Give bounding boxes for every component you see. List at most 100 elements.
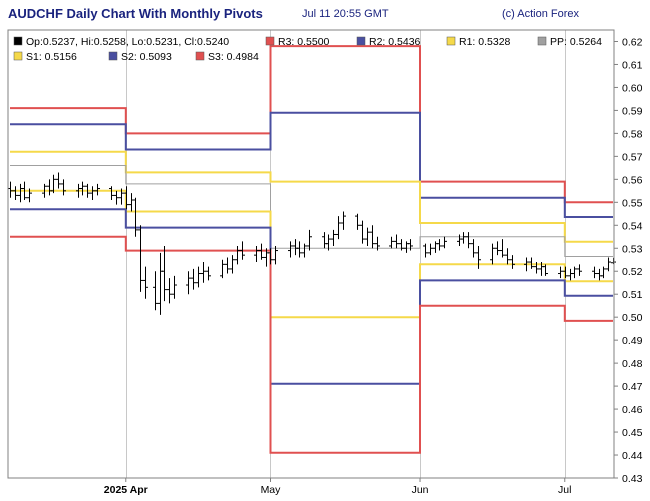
ohlc-bar bbox=[201, 262, 206, 283]
ohlc-bar bbox=[240, 241, 245, 260]
legend-item: R1: 0.5328 bbox=[446, 36, 511, 48]
legend-swatch bbox=[356, 36, 366, 46]
legend-swatch bbox=[108, 51, 118, 61]
ohlc-bar bbox=[235, 245, 240, 265]
legend-swatch bbox=[446, 36, 456, 46]
ohlc-bar bbox=[572, 266, 577, 279]
ohlc-bar bbox=[47, 179, 52, 196]
ohlc-bar bbox=[510, 255, 515, 269]
y-tick-label: 0.59 bbox=[622, 105, 643, 117]
ohlc-bar bbox=[360, 220, 365, 244]
ohlc-bar bbox=[162, 245, 167, 302]
legend-label: R2: 0.5436 bbox=[369, 36, 421, 48]
ohlc-bar bbox=[394, 234, 399, 249]
ohlc-bar bbox=[408, 239, 413, 251]
pivot-lines bbox=[10, 45, 613, 454]
pivot-line-r2 bbox=[10, 111, 613, 218]
ohlc-bar bbox=[601, 266, 606, 279]
ohlc-bar bbox=[273, 245, 278, 265]
ohlc-bar bbox=[22, 181, 27, 201]
ohlc-bar bbox=[365, 227, 370, 246]
x-tick-label: May bbox=[261, 484, 282, 496]
ohlc-bars bbox=[8, 172, 616, 315]
ohlc-bar bbox=[42, 183, 47, 198]
ohlc-bar bbox=[577, 264, 582, 276]
ohlc-bar bbox=[606, 257, 611, 272]
legend-item: S1: 0.5156 bbox=[13, 51, 77, 63]
y-tick-label: 0.46 bbox=[622, 404, 643, 416]
ohlc-bar bbox=[543, 264, 548, 276]
legend-label: R1: 0.5328 bbox=[459, 36, 511, 48]
legend-label: Op:0.5237, Hi:0.5258, Lo:0.5231, Cl:0.52… bbox=[26, 36, 229, 48]
legend-label: PP: 0.5264 bbox=[550, 36, 602, 48]
ohlc-bar bbox=[114, 190, 119, 205]
ohlc-bar bbox=[225, 257, 230, 274]
ohlc-bar bbox=[61, 179, 66, 196]
y-tick-label: 0.49 bbox=[622, 335, 643, 347]
ohlc-bar bbox=[597, 268, 602, 281]
ohlc-bar bbox=[288, 241, 293, 258]
legend-swatch bbox=[195, 51, 205, 61]
y-tick-label: 0.57 bbox=[622, 151, 643, 163]
y-tick-label: 0.55 bbox=[622, 197, 643, 209]
ohlc-bar bbox=[302, 243, 307, 258]
legend-item: S3: 0.4984 bbox=[195, 51, 259, 63]
ohlc-bar bbox=[341, 211, 346, 230]
ohlc-bar bbox=[220, 259, 225, 279]
ohlc-bar bbox=[437, 239, 442, 251]
ohlc-bar bbox=[254, 245, 259, 263]
y-tick-label: 0.52 bbox=[622, 266, 643, 278]
ohlc-bar bbox=[8, 181, 13, 198]
legend-swatch bbox=[13, 51, 23, 61]
ohlc-bar bbox=[268, 248, 273, 265]
ohlc-bar bbox=[119, 188, 124, 205]
x-axis: 2025 Apr May Jun Jul bbox=[104, 478, 571, 496]
ohlc-bar bbox=[133, 197, 138, 237]
ohlc-bar bbox=[490, 243, 495, 265]
ohlc-bar bbox=[500, 239, 505, 258]
plot-frame bbox=[7, 29, 615, 479]
ohlc-bar bbox=[428, 243, 433, 256]
pivot-line-s3 bbox=[10, 235, 613, 454]
legend-item: S2: 0.5093 bbox=[108, 51, 172, 63]
ohlc-bar bbox=[524, 257, 529, 272]
ohlc-bar bbox=[592, 266, 597, 279]
pivot-line-pp bbox=[10, 165, 613, 257]
legend-item: R2: 0.5436 bbox=[356, 36, 421, 48]
ohlc-bar bbox=[534, 262, 539, 274]
timestamp: Jul 11 20:55 GMT bbox=[302, 8, 389, 20]
legend-label: R3: 0.5500 bbox=[278, 36, 330, 48]
ohlc-bar bbox=[129, 193, 134, 212]
legend-swatch bbox=[265, 36, 275, 46]
grid-lines bbox=[126, 30, 566, 478]
y-tick-label: 0.48 bbox=[622, 358, 643, 370]
y-tick-label: 0.44 bbox=[622, 450, 643, 462]
y-tick-label: 0.45 bbox=[622, 427, 643, 439]
ohlc-bar bbox=[85, 183, 90, 198]
y-tick-label: 0.61 bbox=[622, 59, 643, 71]
ohlc-bar bbox=[307, 229, 312, 251]
ohlc-bar bbox=[18, 183, 23, 203]
ohlc-bar bbox=[138, 225, 143, 292]
ohlc-bar bbox=[457, 234, 462, 246]
legend-label: S1: 0.5156 bbox=[26, 51, 77, 63]
chart-title: AUDCHF Daily Chart With Monthly Pivots bbox=[8, 6, 263, 21]
ohlc-bar bbox=[355, 213, 360, 230]
ohlc-bar bbox=[558, 266, 563, 279]
ohlc-bar bbox=[259, 243, 264, 260]
ohlc-bar bbox=[109, 186, 114, 201]
y-tick-label: 0.56 bbox=[622, 174, 643, 186]
ohlc-bar bbox=[389, 236, 394, 249]
ohlc-bar bbox=[196, 266, 201, 288]
ohlc-bar bbox=[27, 188, 32, 203]
ohlc-bar bbox=[336, 216, 341, 240]
ohlc-bar bbox=[158, 252, 163, 315]
pivot-line-r1 bbox=[10, 150, 613, 243]
ohlc-bar bbox=[153, 271, 158, 311]
ohlc-bar bbox=[143, 266, 148, 299]
ohlc-bar bbox=[326, 234, 331, 251]
ohlc-bar bbox=[563, 266, 568, 279]
legend-item: Op:0.5237, Hi:0.5258, Lo:0.5231, Cl:0.52… bbox=[13, 36, 229, 48]
ohlc-bar bbox=[13, 186, 18, 201]
